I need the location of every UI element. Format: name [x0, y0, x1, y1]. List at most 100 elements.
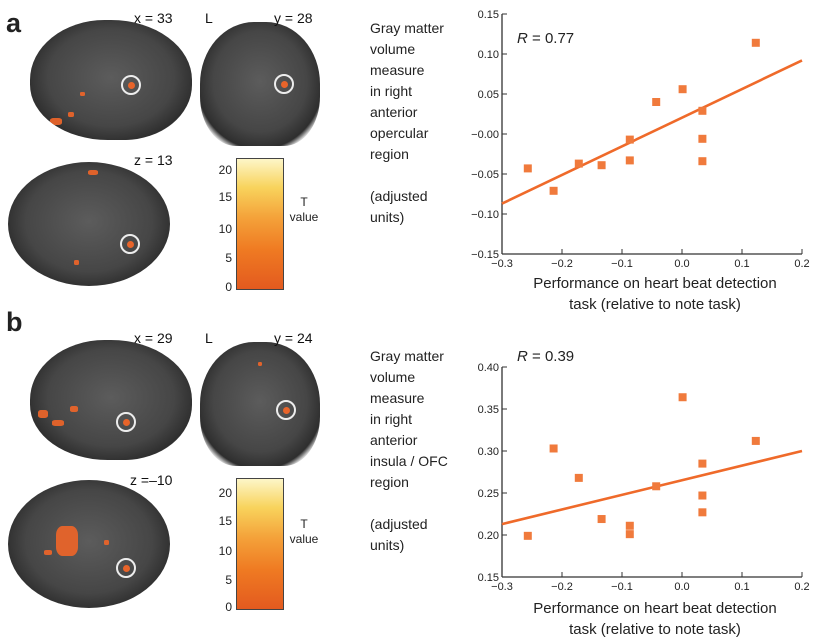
x-tick-label: −0.2 — [551, 258, 573, 270]
x-tick-label: 0.2 — [794, 581, 809, 593]
ylabel-line: in right — [370, 411, 413, 427]
panel-b-axial-slice — [8, 480, 170, 608]
x-tick-label: 0.2 — [794, 258, 809, 270]
ylabel-line: Gray matter — [370, 348, 444, 364]
roi-circle — [116, 412, 136, 432]
data-point — [678, 393, 687, 402]
data-point — [625, 156, 634, 165]
colorbar-tick: 15 — [218, 514, 232, 528]
panel-a-axial-label: z = 13 — [134, 152, 173, 168]
activation-blob — [104, 540, 109, 545]
roi-circle — [276, 400, 296, 420]
panel-a-colorbar — [236, 158, 284, 290]
activation-blob — [258, 362, 262, 366]
activation-blob — [70, 406, 78, 412]
colorbar-tick: 5 — [225, 251, 232, 265]
y-tick-label: −0.15 — [471, 249, 499, 261]
panel-b-coronal-label: y = 24 — [274, 330, 313, 346]
panel-b-ylabel: Gray matter volume measure in right ante… — [370, 346, 490, 556]
x-tick-label: 0.0 — [674, 258, 689, 270]
ylabel-line: units) — [370, 537, 405, 553]
colorbar-label-line1: T — [300, 517, 308, 531]
y-tick-label: 0.15 — [478, 9, 499, 21]
x-tick-label: 0.0 — [674, 581, 689, 593]
data-point — [751, 436, 760, 445]
panel-b-scatter-chart: 0.15 0.20 0.25 0.30 0.35 0.40 −0.3 −0.2 −0.1 0.0 0… — [478, 362, 810, 593]
panel-b-sagittal-label: x = 29 — [134, 330, 173, 346]
x-tick-label: −0.1 — [611, 581, 633, 593]
ylabel-line: volume — [370, 369, 416, 385]
activation-blob — [68, 112, 74, 117]
activation-blob — [38, 410, 48, 418]
panel-b-coronal-slice — [200, 342, 320, 466]
ylabel-line: measure — [370, 390, 425, 406]
xlabel-line2: task (relative to note task) — [569, 621, 741, 638]
panel-b-axial-label: z =–10 — [130, 472, 173, 488]
r-symbol: R — [517, 30, 528, 47]
y-tick-label: −0.00 — [471, 129, 499, 141]
panel-a-letter: a — [6, 8, 22, 38]
ylabel-line: (adjusted — [370, 188, 428, 204]
data-point — [751, 38, 760, 47]
x-tick-label: −0.2 — [551, 581, 573, 593]
panel-b-sagittal-slice — [30, 340, 192, 460]
ylabel-line: insula / OFC — [370, 453, 448, 469]
panel-b-xlabel: Performance on heart beat detection task… — [485, 598, 817, 640]
panel-b-r-label: R = 0.39 — [517, 348, 574, 365]
data-point — [698, 106, 707, 115]
data-point — [698, 508, 707, 517]
y-tick-label: 0.05 — [478, 89, 499, 101]
y-tick-label: −0.10 — [471, 209, 499, 221]
roi-circle — [116, 558, 136, 578]
regression-line — [501, 449, 803, 526]
r-symbol: R — [517, 348, 528, 365]
panel-b-colorbar — [236, 478, 284, 610]
data-point — [597, 161, 606, 170]
colorbar-label-line1: T — [300, 195, 308, 209]
data-point — [652, 98, 661, 106]
activation-blob — [52, 420, 64, 426]
activation-blob — [56, 526, 78, 556]
xlabel-line1: Performance on heart beat detection — [533, 275, 777, 292]
data-point — [698, 157, 707, 166]
colorbar-tick: 15 — [218, 190, 232, 204]
x-tick-label: −0.3 — [491, 258, 513, 270]
panel-a-axial-slice — [8, 162, 170, 286]
panel-a-side-label: L — [205, 10, 213, 26]
colorbar-tick: 10 — [218, 544, 232, 558]
colorbar-label-line2: value — [289, 532, 319, 546]
activation-blob — [44, 550, 52, 555]
r-value: = 0.77 — [532, 30, 575, 47]
roi-circle — [274, 74, 294, 94]
y-tick-label: 0.35 — [478, 404, 499, 416]
r-value: = 0.39 — [532, 348, 575, 365]
ylabel-line: in right — [370, 83, 413, 99]
ylabel-line: measure — [370, 62, 425, 78]
data-point — [549, 444, 558, 453]
x-tick-label: 0.1 — [734, 581, 749, 593]
data-point — [523, 531, 532, 540]
regression-line — [501, 59, 803, 205]
activation-blob — [88, 170, 98, 175]
data-point — [523, 164, 532, 173]
roi-circle — [120, 234, 140, 254]
panel-a-ylabel: Gray matter volume measure in right ante… — [370, 18, 490, 228]
ylabel-line: region — [370, 146, 409, 162]
data-point — [698, 491, 707, 500]
y-tick-label: −0.05 — [471, 169, 499, 181]
panel-a-r-label: R = 0.77 — [517, 30, 574, 47]
x-tick-label: 0.1 — [734, 258, 749, 270]
colorbar-tick: 20 — [218, 486, 232, 500]
data-point — [625, 135, 634, 144]
colorbar-tick: 0 — [225, 280, 232, 294]
colorbar-label-line2: value — [289, 210, 319, 224]
panel-a-xlabel: Performance on heart beat detection task… — [485, 273, 817, 315]
x-tick-label: −0.1 — [611, 258, 633, 270]
xlabel-line2: task (relative to note task) — [569, 296, 741, 313]
data-point — [678, 85, 687, 94]
xlabel-line1: Performance on heart beat detection — [533, 600, 777, 617]
activation-blob — [50, 118, 62, 125]
panel-a-coronal-label: y = 28 — [274, 10, 313, 26]
activation-blob — [80, 92, 85, 96]
ylabel-line: (adjusted — [370, 516, 428, 532]
